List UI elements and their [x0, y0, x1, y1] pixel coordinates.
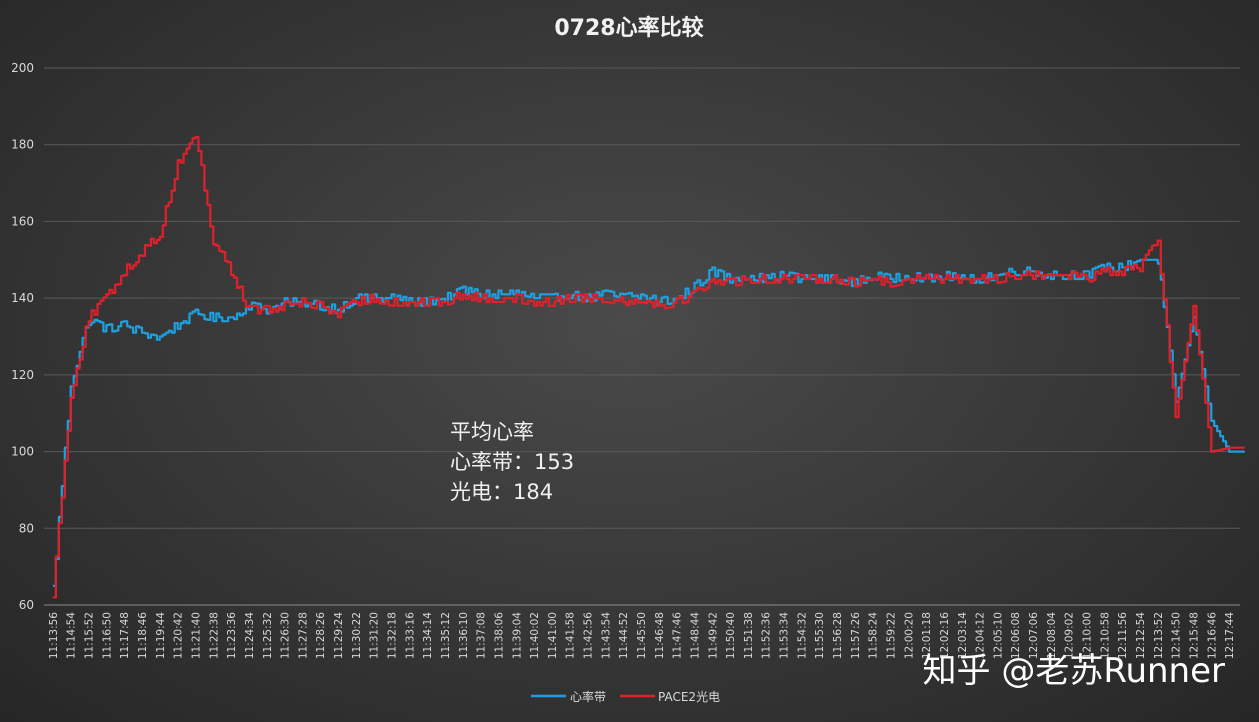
- x-tick-label: 12:03:14: [957, 612, 969, 659]
- x-tick-label: 12:10:00: [1082, 612, 1094, 659]
- x-tick-label: 11:17:48: [119, 612, 131, 659]
- x-tick-label: 12:12:54: [1135, 612, 1147, 659]
- x-tick-label: 11:41:58: [565, 612, 577, 659]
- x-tick-label: 11:20:42: [173, 612, 185, 659]
- legend-label-series-1: 心率带: [570, 689, 606, 704]
- x-tick-label: 11:42:56: [583, 612, 595, 659]
- x-tick-label: 11:55:30: [814, 612, 826, 659]
- chart-title: 0728心率比较: [554, 15, 703, 41]
- x-tick-label: 11:21:40: [190, 612, 202, 659]
- y-tick-label: 200: [11, 61, 34, 75]
- y-tick-label: 180: [11, 138, 34, 152]
- x-axis-ticks: 11:13:56 11:14:54 11:15:52 11:16:50 11:17:48…: [48, 612, 1236, 659]
- y-tick-label: 80: [19, 521, 34, 535]
- x-tick-label: 12:17:44: [1224, 612, 1236, 659]
- x-tick-label: 12:10:58: [1099, 612, 1111, 659]
- x-tick-label: 12:11:56: [1117, 612, 1129, 659]
- x-tick-label: 11:26:30: [280, 612, 292, 659]
- x-tick-label: 12:14:50: [1171, 612, 1183, 659]
- x-tick-label: 12:04:12: [975, 612, 987, 659]
- x-tick-label: 12:09:02: [1064, 612, 1076, 659]
- x-tick-label: 11:53:34: [779, 612, 791, 659]
- watermark: 知乎 @老苏Runner: [923, 651, 1225, 691]
- x-tick-label: 12:08:04: [1046, 612, 1058, 659]
- x-tick-label: 11:29:24: [333, 612, 345, 659]
- y-tick-label: 120: [11, 368, 34, 382]
- x-tick-label: 11:39:04: [511, 612, 523, 659]
- x-tick-label: 11:40:02: [529, 612, 541, 659]
- x-tick-label: 12:05:10: [992, 612, 1004, 659]
- x-tick-label: 11:24:34: [244, 612, 256, 659]
- x-tick-label: 11:27:28: [297, 612, 309, 659]
- x-tick-label: 12:13:52: [1153, 612, 1165, 659]
- series-line-2: [52, 135, 1245, 599]
- x-tick-label: 11:22:38: [208, 612, 220, 659]
- x-tick-label: 11:13:56: [48, 612, 60, 659]
- x-tick-label: 11:50:40: [725, 612, 737, 659]
- annotation-line3: 光电：184: [450, 480, 553, 504]
- y-tick-label: 160: [11, 214, 34, 228]
- x-tick-label: 11:16:50: [101, 612, 113, 659]
- x-tick-label: 11:52:36: [761, 612, 773, 659]
- x-tick-label: 11:35:12: [440, 612, 452, 659]
- x-tick-label: 11:30:22: [351, 612, 363, 659]
- x-tick-label: 11:43:54: [600, 612, 612, 659]
- x-tick-label: 11:31:20: [369, 612, 381, 659]
- x-tick-label: 11:15:52: [84, 612, 96, 659]
- x-tick-label: 11:28:26: [315, 612, 327, 659]
- annotation-line1: 平均心率: [450, 420, 534, 444]
- x-tick-label: 12:07:06: [1028, 612, 1040, 659]
- x-tick-label: 11:57:26: [850, 612, 862, 659]
- x-tick-label: 11:58:24: [868, 612, 880, 659]
- annotation-line2: 心率带：153: [450, 450, 574, 474]
- x-tick-label: 11:18:46: [137, 612, 149, 659]
- x-tick-label: 11:41:00: [547, 612, 559, 659]
- x-tick-label: 11:48:44: [689, 612, 701, 659]
- legend: 心率带 PACE2光电: [531, 689, 720, 704]
- series-lines: [52, 135, 1245, 599]
- x-tick-label: 12:06:08: [1010, 612, 1022, 659]
- x-tick-label: 11:47:46: [672, 612, 684, 659]
- y-tick-label: 140: [11, 291, 34, 305]
- x-tick-label: 11:38:06: [493, 612, 505, 659]
- gridlines: [44, 67, 1240, 606]
- x-tick-label: 11:34:14: [422, 612, 434, 659]
- x-tick-label: 11:32:18: [387, 612, 399, 659]
- x-tick-label: 11:25:32: [262, 612, 274, 659]
- x-tick-label: 11:14:54: [66, 612, 78, 659]
- x-tick-label: 11:59:22: [885, 612, 897, 659]
- x-tick-label: 11:54:32: [796, 612, 808, 659]
- x-tick-label: 11:46:48: [654, 612, 666, 659]
- y-tick-label: 60: [19, 598, 34, 612]
- x-tick-label: 11:49:42: [707, 612, 719, 659]
- x-tick-label: 11:36:10: [458, 612, 470, 659]
- x-tick-label: 12:01:18: [921, 612, 933, 659]
- x-tick-label: 11:56:28: [832, 612, 844, 659]
- series-line-1: [52, 258, 1245, 587]
- x-tick-label: 12:00:20: [903, 612, 915, 659]
- x-tick-label: 11:51:38: [743, 612, 755, 659]
- x-tick-label: 11:37:08: [476, 612, 488, 659]
- x-tick-label: 11:44:52: [618, 612, 630, 659]
- y-tick-label: 100: [11, 445, 34, 459]
- y-axis-ticks: 60 80 100 120 140 160 180 200: [11, 61, 34, 612]
- x-tick-label: 11:19:44: [155, 612, 167, 659]
- x-tick-label: 12:15:48: [1188, 612, 1200, 659]
- x-tick-label: 12:02:16: [939, 612, 951, 659]
- x-tick-label: 12:16:46: [1206, 612, 1218, 659]
- legend-label-series-2: PACE2光电: [658, 690, 720, 704]
- x-tick-label: 11:23:36: [226, 612, 238, 659]
- x-tick-label: 11:45:50: [636, 612, 648, 659]
- x-tick-label: 11:33:16: [404, 612, 416, 659]
